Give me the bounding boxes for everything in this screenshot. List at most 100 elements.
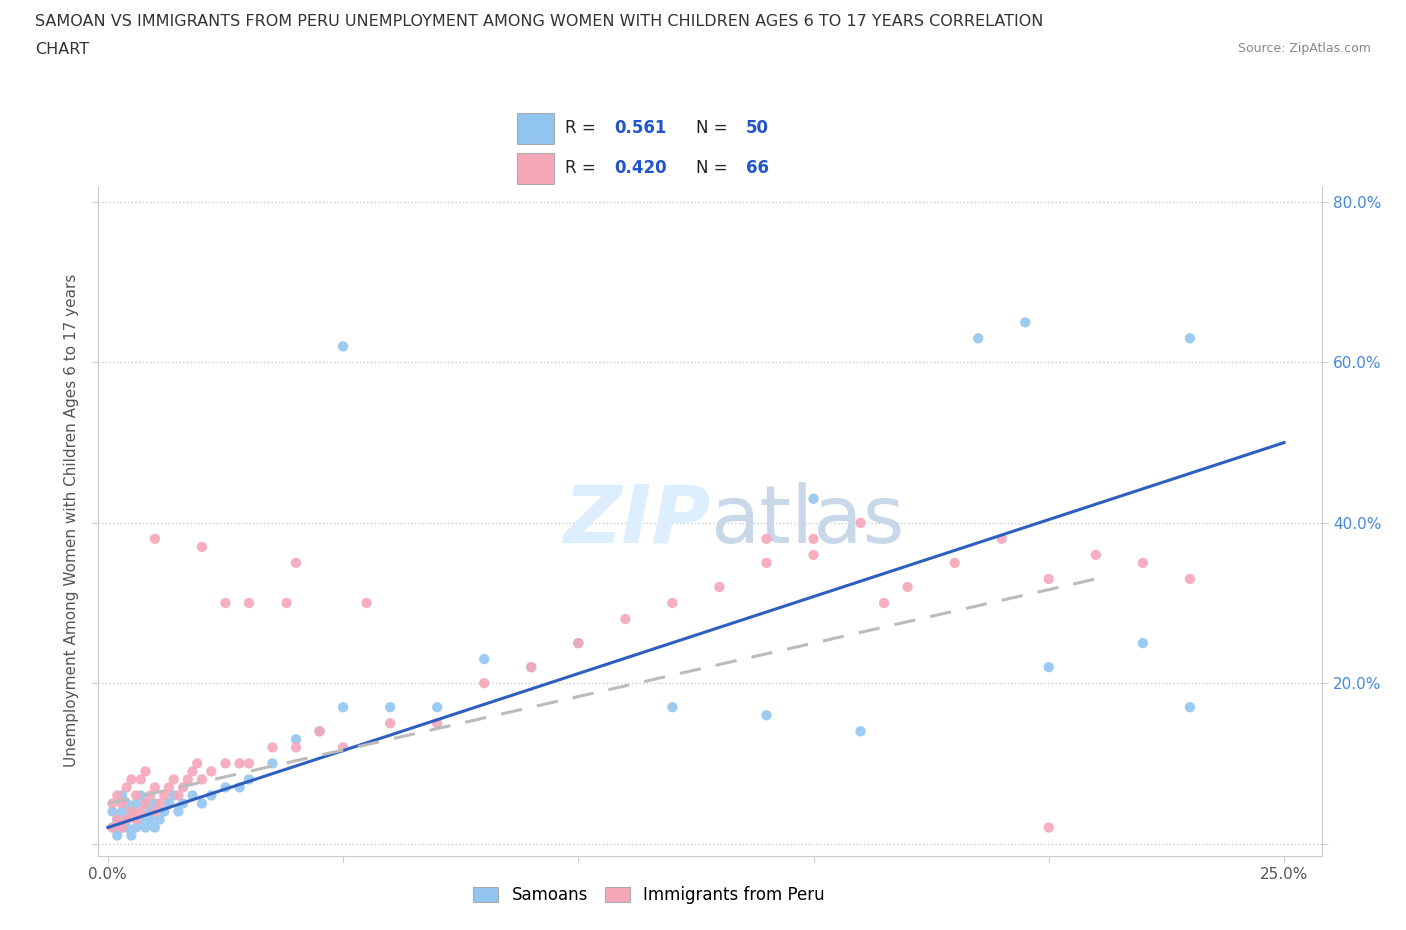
- FancyBboxPatch shape: [517, 113, 554, 143]
- Point: [755, 555, 778, 570]
- Point: [101, 796, 124, 811]
- Point: [172, 780, 194, 795]
- Point: [990, 531, 1012, 546]
- Text: N =: N =: [696, 159, 733, 178]
- Point: [129, 812, 152, 827]
- Text: Source: ZipAtlas.com: Source: ZipAtlas.com: [1237, 42, 1371, 55]
- Point: [378, 699, 401, 714]
- Point: [285, 732, 308, 747]
- Point: [172, 796, 194, 811]
- Point: [120, 804, 142, 819]
- Text: 0.561: 0.561: [614, 119, 666, 138]
- Point: [125, 788, 148, 803]
- Point: [181, 788, 204, 803]
- Point: [129, 788, 152, 803]
- Point: [143, 820, 166, 835]
- Point: [191, 772, 214, 787]
- Point: [873, 595, 896, 610]
- Point: [200, 764, 222, 778]
- Point: [238, 756, 260, 771]
- Point: [139, 804, 162, 819]
- Point: [661, 595, 683, 610]
- Y-axis label: Unemployment Among Women with Children Ages 6 to 17 years: Unemployment Among Women with Children A…: [65, 274, 79, 767]
- Point: [186, 756, 208, 771]
- Text: R =: R =: [565, 119, 600, 138]
- FancyBboxPatch shape: [517, 153, 554, 184]
- Point: [125, 820, 148, 835]
- Point: [1178, 572, 1201, 587]
- Point: [472, 652, 495, 667]
- Point: [115, 820, 138, 835]
- Point: [134, 820, 156, 835]
- Point: [111, 788, 134, 803]
- Point: [134, 796, 156, 811]
- Text: atlas: atlas: [710, 482, 904, 560]
- Point: [332, 339, 354, 353]
- Point: [125, 812, 148, 827]
- Point: [378, 716, 401, 731]
- Text: CHART: CHART: [35, 42, 89, 57]
- Point: [143, 804, 166, 819]
- Point: [1038, 659, 1060, 674]
- Point: [157, 780, 180, 795]
- Point: [755, 531, 778, 546]
- Point: [101, 820, 124, 835]
- Point: [1014, 315, 1036, 330]
- Point: [167, 804, 190, 819]
- Point: [308, 724, 330, 738]
- Point: [120, 772, 142, 787]
- Point: [111, 820, 134, 835]
- Point: [115, 780, 138, 795]
- Point: [115, 812, 138, 827]
- Point: [115, 812, 138, 827]
- Point: [1178, 331, 1201, 346]
- Point: [755, 708, 778, 723]
- Point: [115, 796, 138, 811]
- Point: [111, 796, 134, 811]
- Point: [567, 635, 589, 650]
- Point: [143, 796, 166, 811]
- Point: [200, 788, 222, 803]
- Point: [101, 820, 124, 835]
- Point: [105, 828, 128, 843]
- Point: [897, 579, 920, 594]
- Text: SAMOAN VS IMMIGRANTS FROM PERU UNEMPLOYMENT AMONG WOMEN WITH CHILDREN AGES 6 TO : SAMOAN VS IMMIGRANTS FROM PERU UNEMPLOYM…: [35, 14, 1043, 29]
- Point: [120, 804, 142, 819]
- Point: [153, 804, 176, 819]
- Point: [157, 796, 180, 811]
- Point: [426, 716, 449, 731]
- Point: [276, 595, 298, 610]
- Point: [105, 812, 128, 827]
- Text: N =: N =: [696, 119, 733, 138]
- Point: [661, 699, 683, 714]
- Point: [120, 828, 142, 843]
- Point: [614, 612, 637, 627]
- Point: [181, 764, 204, 778]
- Point: [238, 595, 260, 610]
- Point: [191, 796, 214, 811]
- Point: [849, 724, 872, 738]
- Point: [1038, 572, 1060, 587]
- Point: [111, 804, 134, 819]
- Point: [849, 515, 872, 530]
- Point: [143, 531, 166, 546]
- Point: [143, 780, 166, 795]
- Text: 0.420: 0.420: [614, 159, 666, 178]
- Point: [167, 788, 190, 803]
- Point: [105, 812, 128, 827]
- Point: [105, 788, 128, 803]
- Text: R =: R =: [565, 159, 600, 178]
- Point: [191, 539, 214, 554]
- Point: [129, 804, 152, 819]
- Point: [332, 740, 354, 755]
- Point: [426, 699, 449, 714]
- Point: [177, 772, 200, 787]
- Point: [228, 756, 250, 771]
- Point: [214, 756, 236, 771]
- Point: [943, 555, 966, 570]
- Point: [134, 796, 156, 811]
- Point: [149, 796, 172, 811]
- Point: [472, 676, 495, 691]
- Point: [567, 635, 589, 650]
- Legend: Samoans, Immigrants from Peru: Samoans, Immigrants from Peru: [467, 880, 831, 910]
